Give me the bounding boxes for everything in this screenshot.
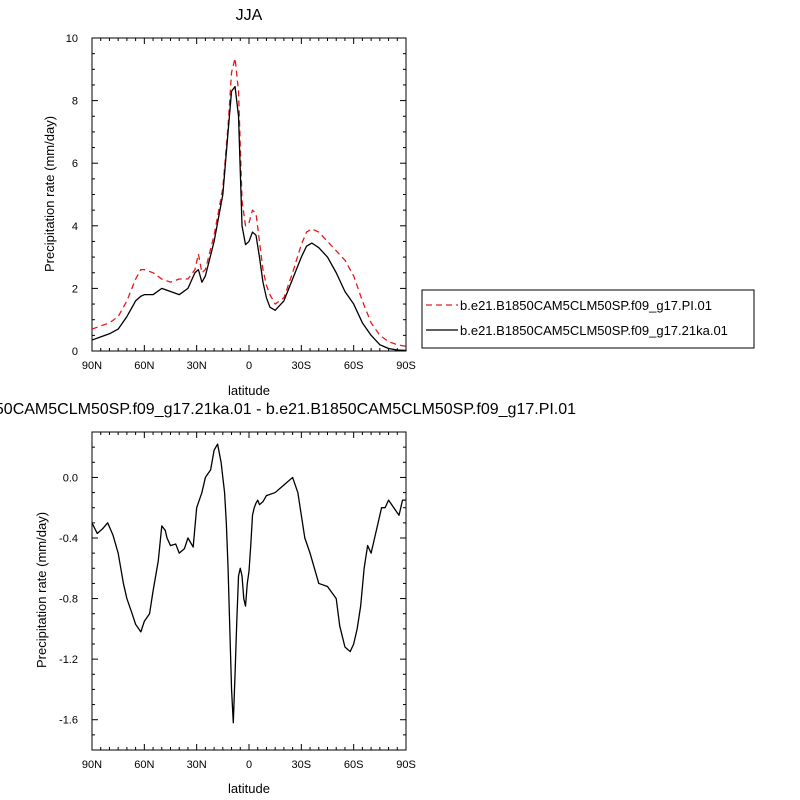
bottom-y-tick-label: -0.4 (59, 533, 78, 545)
bottom-x-tick-label: 60S (344, 759, 364, 771)
top-plot-area: 90N 60N 30N 0 30S 60S 90S 0 2 4 6 8 10 (66, 33, 416, 372)
bottom-x-tick-label: 0 (246, 759, 252, 771)
bottom-x-tick-label: 90S (396, 759, 416, 771)
top-x-tick-label: 30N (187, 360, 207, 372)
bottom-plot-frame (91, 431, 407, 751)
bottom-x-tick-label: 90N (82, 759, 102, 771)
top-y-tick-label: 0 (72, 346, 78, 358)
legend-label-pi: b.e21.B1850CAM5CLM50SP.f09_g17.PI.01 (460, 298, 712, 313)
top-series-line-0 (91, 57, 407, 347)
top-legend: b.e21.B1850CAM5CLM50SP.f09_g17.PI.01 b.e… (421, 289, 755, 349)
top-x-tick-label: 30S (292, 360, 312, 372)
legend-box (421, 289, 755, 349)
top-y-tick-label: 4 (72, 221, 78, 233)
bottom-plot-area: 90N 60N 30N 0 30S 60S 90S 0.0 -0.4 -0.8 -1.2 -1.6 (59, 431, 416, 771)
top-x-tick-label: 60S (344, 360, 364, 372)
bottom-y-tick-label: -1.6 (59, 715, 78, 727)
bottom-x-tick-label: 60N (134, 759, 154, 771)
bottom-y-axis-title: Precipitation rate (mm/day) (34, 512, 49, 668)
top-x-tick-label: 90N (82, 360, 102, 372)
top-x-tick-label: 0 (246, 360, 252, 372)
top-y-axis-title: Precipitation rate (mm/day) (42, 116, 57, 272)
top-plot-frame (91, 37, 407, 352)
bottom-x-tick-label: 30S (292, 759, 312, 771)
top-y-tick-label: 2 (72, 283, 78, 295)
bottom-x-tick-label: 30N (187, 759, 207, 771)
top-x-tick-label: 90S (396, 360, 416, 372)
top-y-tick-label: 6 (72, 158, 78, 170)
top-y-tick-label: 8 (72, 96, 78, 108)
bottom-y-tick-label: -0.8 (59, 594, 78, 606)
bottom-x-axis-title: latitude (228, 781, 270, 796)
bottom-y-tick-label: 0.0 (63, 472, 78, 484)
bottom-chart-panel: b.e21.B1850CAM5CLM50SP.f09_g17.21ka.01 -… (0, 401, 576, 796)
bottom-chart-title: b.e21.B1850CAM5CLM50SP.f09_g17.21ka.01 -… (0, 401, 576, 418)
top-x-tick-label: 60N (134, 360, 154, 372)
top-chart-title: JJA (236, 7, 263, 24)
bottom-series-line-0 (91, 443, 406, 724)
bottom-y-tick-label: -1.2 (59, 654, 78, 666)
top-series-line-1 (91, 85, 407, 352)
legend-label-21ka: b.e21.B1850CAM5CLM50SP.f09_g17.21ka.01 (460, 323, 728, 338)
top-y-tick-label: 10 (66, 33, 78, 45)
top-x-axis-title: latitude (228, 383, 270, 398)
